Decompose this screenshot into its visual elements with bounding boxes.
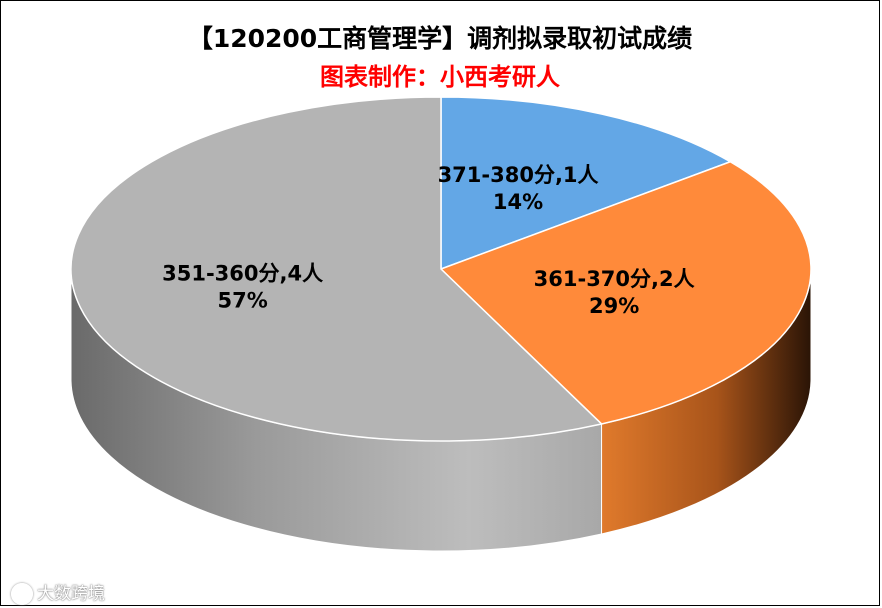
- watermark-text: 大数跨境: [37, 584, 105, 604]
- slice-label-1: 371-380分,1人 14%: [438, 163, 599, 214]
- pie-tops: [70, 96, 812, 442]
- chart-subtitle: 图表制作：小西考研人: [320, 63, 560, 91]
- slice-label-3: 351-360分,4人 57%: [162, 261, 323, 312]
- watermark-logo-icon: [11, 583, 33, 605]
- chart-title: 【120200工商管理学】调剂拟录取初试成绩: [187, 24, 693, 53]
- pie-slice-3: [70, 96, 604, 442]
- slice-label-2: 361-370分,2人 29%: [534, 267, 695, 318]
- pie-slice-1: [440, 96, 733, 271]
- pie-labels: 371-380分,1人 14% 361-370分,2人 29% 351-360分,4人 5…: [162, 163, 695, 318]
- pie-slice-2: [439, 160, 812, 425]
- watermark: 大数跨境: [11, 579, 105, 605]
